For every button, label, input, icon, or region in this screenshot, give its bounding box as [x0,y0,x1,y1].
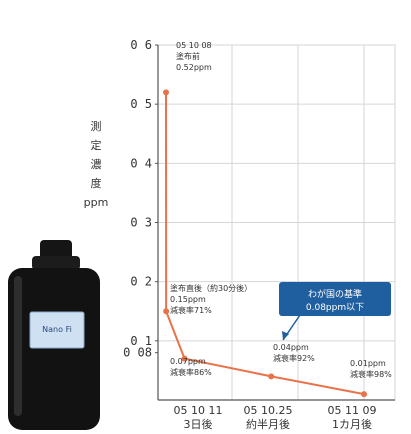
reference-label-line-1: わが国の基準 [308,288,362,300]
data-annotation-line: 05 10 08 [176,41,212,50]
data-annotation-line: 0.15ppm [170,295,206,304]
x-tick-sublabel: 1カ月後 [332,417,372,431]
y-tick-label: 0 5 [130,97,152,111]
data-points [163,89,367,398]
grid-lines [157,44,396,401]
data-annotation-line: 塗布前 [176,51,200,61]
x-tick-label: 05 10.25 [244,404,293,417]
data-annotation-line: 減衰率98% [350,369,392,379]
product-bottle-image: Nano Fi [8,240,100,430]
x-tick-sublabel: 3日後 [184,417,213,431]
x-tick-label: 05 11 09 [328,404,377,417]
data-point [268,373,275,380]
y-axis-label-part: ppm [84,196,109,209]
data-point [163,89,169,96]
data-point [181,355,188,362]
data-point [361,391,367,398]
y-tick-labels: 0 080 1 0 2 0 3 0 4 0 5 0 6 [123,38,158,360]
y-tick-label: 0 08 [123,346,152,360]
y-tick-label: 0 6 [130,38,152,52]
y-tick-label: 0 3 [130,216,152,230]
y-tick-label: 0 2 [130,275,152,289]
data-annotation-line: 0.07ppm [170,357,206,366]
y-tick-label: 0 1 [130,334,152,348]
y-axis-label-part: 定 [91,138,102,152]
data-annotation-line: 減衰率92% [273,353,315,363]
data-point [163,308,170,315]
data-annotation-line: 減衰率71% [170,305,212,315]
reference-label-line-2: 0.08ppm以下 [306,303,364,313]
y-axis-label-part: 濃 [91,157,102,171]
data-annotation-line: 0.01ppm [350,359,386,368]
y-tick-label: 0 4 [130,156,152,170]
x-tick-sublabel: 約半月後 [246,417,290,431]
y-axis-label-part: 度 [91,176,102,190]
x-tick-label: 05 10 11 [174,404,223,417]
data-annotation-line: 減衰率86% [170,367,212,377]
reference-badge: わが国の基準 0.08ppm以下 [279,282,391,341]
data-annotation-line: 0.52ppm [176,63,212,72]
data-annotation-line: 塗布直後（約30分後） [170,283,252,293]
y-axis-label-part: 測 [91,119,102,133]
product-label-text: Nano Fi [42,325,72,334]
data-annotation-line: 0.04ppm [273,343,309,352]
